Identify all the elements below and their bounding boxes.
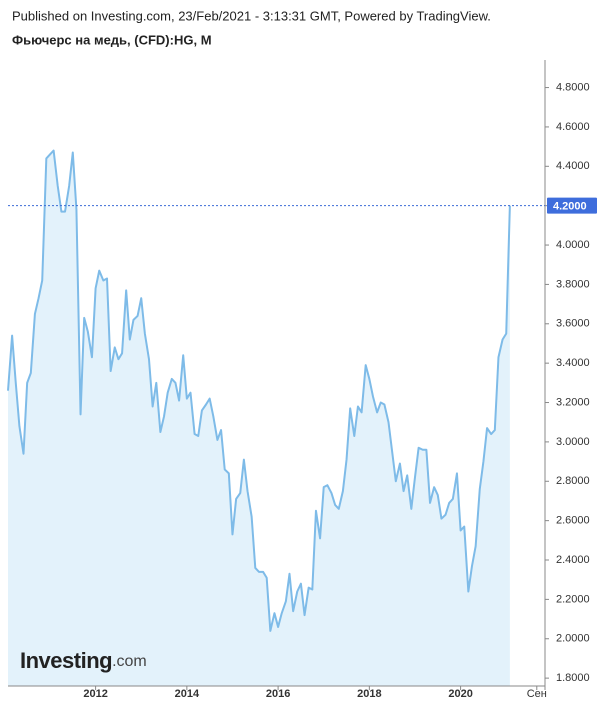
current-price-badge	[547, 197, 597, 214]
chart-title: Фьючерс на медь, (CFD):HG, M	[12, 32, 212, 47]
area	[8, 150, 510, 686]
current-price-label: 4.2000	[553, 201, 587, 213]
y-tick-label: 3.2000	[556, 396, 590, 408]
x-tick-label: 2018	[357, 688, 381, 700]
y-tick-label: 2.4000	[556, 554, 590, 566]
y-tick-label: 1.8000	[556, 672, 590, 684]
y-tick-label: 3.6000	[556, 318, 590, 330]
y-tick-label: 4.0000	[556, 239, 590, 251]
x-tick-label: 2020	[448, 688, 472, 700]
y-tick-label: 2.8000	[556, 475, 590, 487]
x-tick-label: 2014	[175, 688, 200, 700]
price-line	[7, 149, 511, 632]
published-note: Published on Investing.com, 23/Feb/2021 …	[12, 8, 491, 23]
watermark: Investing.com	[20, 648, 147, 673]
y-tick-label: 2.0000	[556, 633, 590, 645]
y-tick-label: 3.4000	[556, 357, 590, 369]
x-tick-label: 2012	[83, 688, 107, 700]
y-tick-label: 4.8000	[556, 81, 590, 93]
x-tick-label: Сен	[527, 688, 547, 700]
y-tick-label: 4.6000	[556, 121, 590, 133]
y-tick-label: 3.8000	[556, 278, 590, 290]
y-tick-label: 3.0000	[556, 436, 590, 448]
watermark-name: Investing	[20, 648, 112, 673]
x-tick-label: 2016	[266, 688, 290, 700]
y-tick-label: 2.6000	[556, 515, 590, 527]
y-tick-label: 2.2000	[556, 593, 590, 605]
y-tick-label: 4.4000	[556, 160, 590, 172]
watermark-suffix: .com	[112, 653, 147, 670]
